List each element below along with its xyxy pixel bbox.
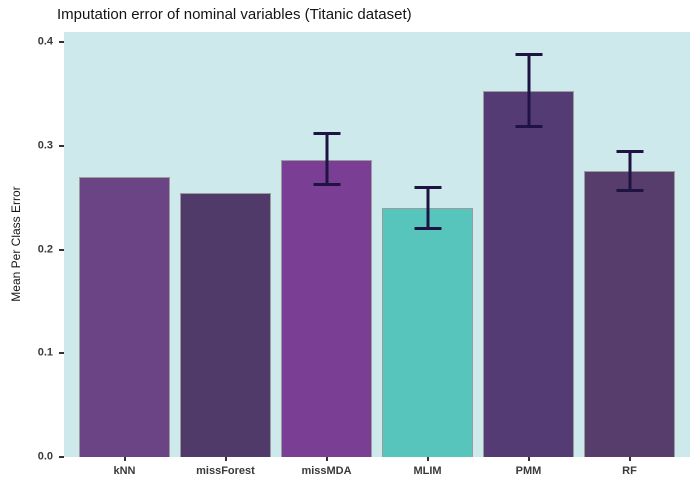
bar-missMDA: [281, 159, 372, 457]
x-tick-mark-PMM: [527, 457, 530, 461]
error-bar-cap-top-MLIM: [414, 186, 441, 190]
x-slot-MLIM: MLIM: [377, 457, 478, 489]
x-tick-label-missForest: missForest: [196, 465, 255, 477]
error-bar-cap-bottom-RF: [616, 188, 643, 192]
x-tick-mark-RF: [628, 457, 631, 461]
y-tick-mark-0.2: [59, 248, 64, 251]
y-tick-mark-0.0: [59, 456, 64, 458]
y-tick-label-0.3: 0.3: [37, 139, 53, 152]
bar-kNN: [79, 177, 170, 457]
y-tick-mark-0.1: [59, 352, 64, 355]
error-bar-cap-top-RF: [616, 150, 643, 154]
y-tick-label-0.2: 0.2: [37, 243, 53, 256]
bar-missForest: [180, 192, 271, 457]
y-axis: 0.0 0.1 0.2 0.3 0.4: [0, 32, 64, 462]
x-tick-label-RF: RF: [622, 465, 637, 477]
error-bar-line-MLIM: [426, 186, 429, 230]
y-tick-label-0.0: 0.0: [37, 450, 53, 463]
x-tick-mark-kNN: [123, 457, 126, 461]
bar-slot-missForest: [175, 32, 276, 457]
bar-RF: [584, 170, 675, 457]
chart-title: Imputation error of nominal variables (T…: [57, 6, 412, 23]
x-axis-slots: kNN missForest missMDA MLIM PMM RF: [74, 457, 680, 489]
x-tick-label-MLIM: MLIM: [413, 465, 442, 477]
y-tick-label-0.4: 0.4: [37, 35, 53, 48]
error-bar-cap-top-missMDA: [313, 131, 340, 135]
x-slot-kNN: kNN: [74, 457, 175, 489]
bar-slot-kNN: [74, 32, 175, 457]
x-slot-PMM: PMM: [478, 457, 579, 489]
x-tick-mark-MLIM: [426, 457, 429, 461]
x-tick-label-missMDA: missMDA: [301, 465, 352, 477]
error-bar-line-RF: [628, 150, 631, 192]
error-bar-cap-top-PMM: [515, 52, 542, 56]
x-tick-label-PMM: PMM: [515, 465, 542, 477]
x-slot-missForest: missForest: [175, 457, 276, 489]
x-slot-missMDA: missMDA: [276, 457, 377, 489]
error-bar-cap-bottom-PMM: [515, 125, 542, 129]
bar-PMM: [483, 91, 574, 457]
bar-slot-PMM: [478, 32, 579, 457]
error-bar-cap-bottom-missMDA: [313, 183, 340, 187]
bar-MLIM: [382, 208, 473, 457]
x-slot-RF: RF: [579, 457, 680, 489]
y-tick-mark-0.4: [59, 41, 64, 44]
y-tick-mark-0.3: [59, 145, 64, 148]
x-axis: kNN missForest missMDA MLIM PMM RF: [64, 457, 690, 489]
error-bar-line-PMM: [527, 52, 530, 129]
plot-panel: [64, 32, 690, 457]
x-tick-mark-missMDA: [325, 457, 328, 461]
bar-slot-RF: [579, 32, 680, 457]
x-tick-mark-missForest: [224, 457, 227, 461]
error-bar-cap-bottom-MLIM: [414, 226, 441, 230]
bar-slot-missMDA: [276, 32, 377, 457]
x-tick-label-kNN: kNN: [113, 465, 136, 477]
bars-container: [74, 32, 680, 457]
y-tick-label-0.1: 0.1: [37, 346, 53, 359]
bar-slot-MLIM: [377, 32, 478, 457]
error-bar-line-missMDA: [325, 131, 328, 187]
